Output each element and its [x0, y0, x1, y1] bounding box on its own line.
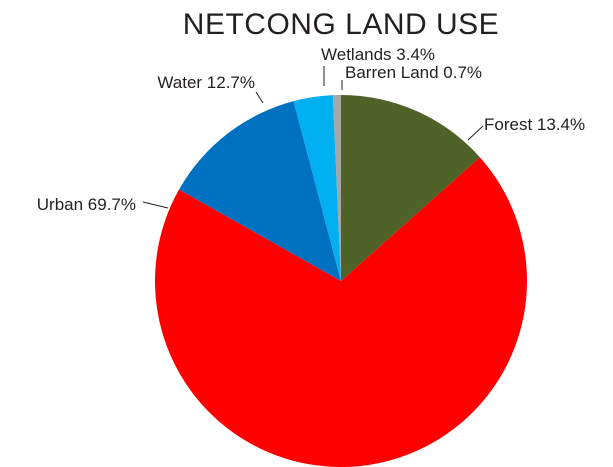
pie-slices: [154, 95, 527, 467]
slice-label-water: Water 12.7%: [157, 73, 255, 92]
pie-slice-barren-land: [332, 95, 341, 281]
pie-slice-urban: [154, 157, 527, 467]
pie-slice-forest: [341, 95, 480, 281]
leader-line-water: [255, 91, 264, 104]
slice-label-barren-land: Barren Land 0.7%: [345, 63, 482, 82]
pie-slice-water: [179, 101, 341, 282]
slice-labels: Forest 13.4% Urban 69.7% Water 12.7% Wetlan…: [37, 45, 585, 214]
slice-label-forest: Forest 13.4%: [484, 115, 585, 134]
leader-line-forest: [467, 125, 484, 141]
leader-lines: [142, 66, 484, 209]
chart-title: NETCONG LAND USE: [183, 8, 499, 41]
leader-line-urban: [142, 201, 169, 209]
pie-slice-wetlands: [293, 95, 341, 282]
slice-label-wetlands: Wetlands 3.4%: [321, 45, 435, 64]
slice-label-urban: Urban 69.7%: [37, 195, 136, 214]
